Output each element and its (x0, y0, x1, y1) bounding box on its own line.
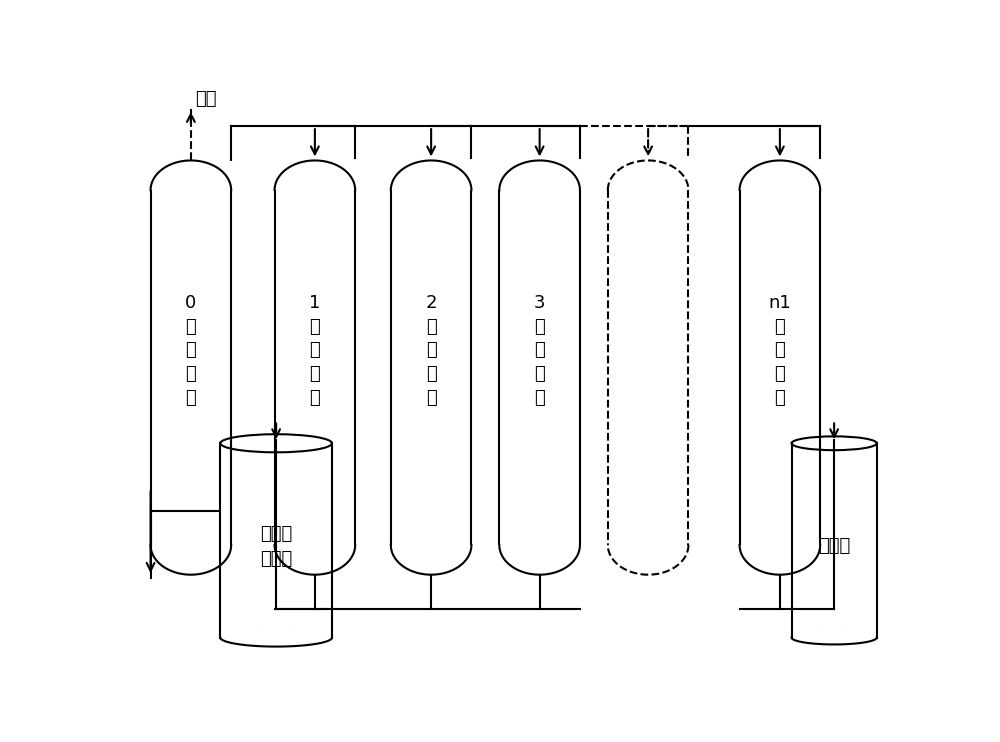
Text: 0
号
饱
和
塔: 0 号 饱 和 塔 (185, 295, 196, 407)
Text: 淋洗剂: 淋洗剂 (818, 537, 850, 555)
Text: 2
号
淋
洗
塔: 2 号 淋 洗 塔 (425, 295, 437, 407)
Text: 1
号
淋
洗
塔: 1 号 淋 洗 塔 (309, 295, 321, 407)
Ellipse shape (220, 628, 332, 646)
Text: 3
号
淋
洗
塔: 3 号 淋 洗 塔 (534, 295, 545, 407)
Text: 淋洗合
格液储: 淋洗合 格液储 (260, 525, 292, 568)
Text: n1
号
淋
洗
塔: n1 号 淋 洗 塔 (768, 295, 791, 407)
Ellipse shape (792, 631, 877, 645)
Text: 排空: 排空 (195, 90, 216, 108)
